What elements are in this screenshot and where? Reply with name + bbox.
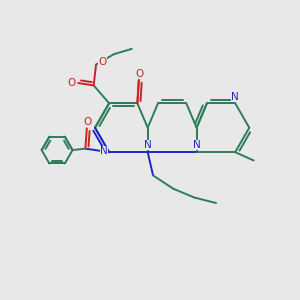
Text: N: N bbox=[100, 146, 108, 156]
Text: N: N bbox=[231, 92, 239, 102]
Text: O: O bbox=[68, 78, 76, 88]
Text: N: N bbox=[193, 140, 201, 150]
Text: N: N bbox=[144, 140, 152, 150]
Text: O: O bbox=[135, 68, 143, 79]
Text: O: O bbox=[98, 57, 107, 67]
Text: O: O bbox=[83, 117, 91, 127]
